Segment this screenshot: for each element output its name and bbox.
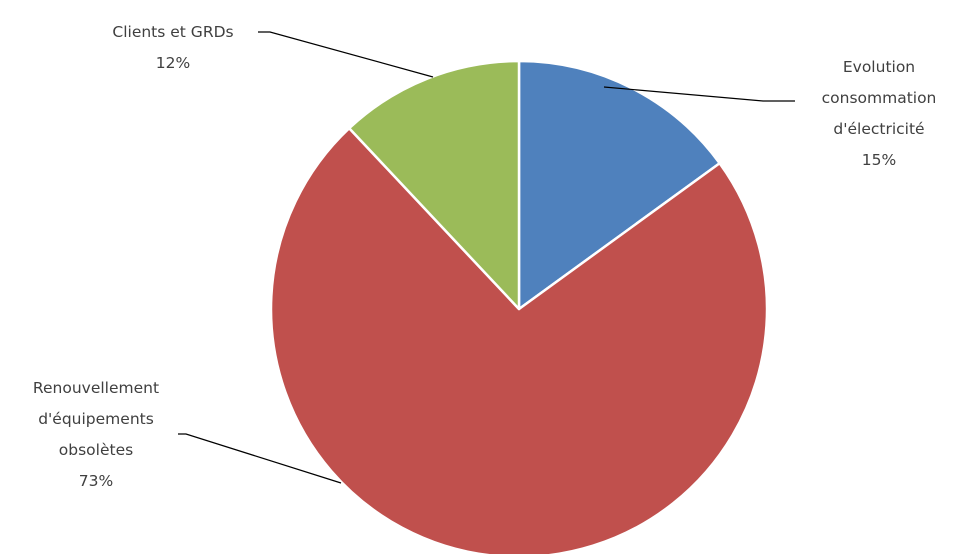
pie-slice-3 xyxy=(347,59,521,311)
data-label-percent: 12% xyxy=(156,54,190,72)
data-label-line: d'électricité xyxy=(833,120,924,138)
data-label-line: Renouvellement xyxy=(33,379,159,397)
data-label-line: consommation xyxy=(822,89,937,107)
pie-slice-1 xyxy=(517,59,721,311)
pie-slices xyxy=(269,59,769,554)
leader-line-1 xyxy=(603,86,795,102)
leader-line-2 xyxy=(178,433,342,484)
leader-lines xyxy=(178,31,795,484)
pie-slice-2 xyxy=(269,126,769,554)
data-label-line: obsolètes xyxy=(59,441,133,459)
data-label-line: Clients et GRDs xyxy=(112,23,233,41)
data-label-2: Renouvellement d'équipements obsolètes 73% xyxy=(33,379,159,490)
data-label-line: d'équipements xyxy=(38,410,154,428)
data-label-percent: 15% xyxy=(862,151,896,169)
data-label-percent: 73% xyxy=(79,472,113,490)
leader-line-3 xyxy=(258,31,434,78)
data-label-1: Evolution consommation d'électricité 15% xyxy=(822,58,937,169)
data-label-3: Clients et GRDs 12% xyxy=(112,23,233,72)
data-labels: Evolution consommation d'électricité 15% Ren… xyxy=(33,23,936,490)
data-label-line: Evolution xyxy=(843,58,915,76)
